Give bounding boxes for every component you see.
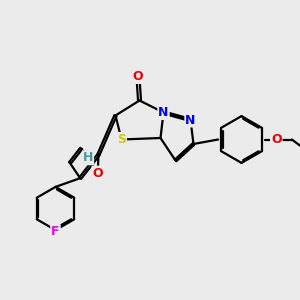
Text: F: F [51,225,60,238]
Text: N: N [185,113,196,127]
Text: O: O [133,70,143,83]
Text: O: O [271,133,282,146]
Text: N: N [158,106,169,119]
Text: S: S [117,133,126,146]
Text: O: O [92,167,103,180]
Text: H: H [83,151,93,164]
